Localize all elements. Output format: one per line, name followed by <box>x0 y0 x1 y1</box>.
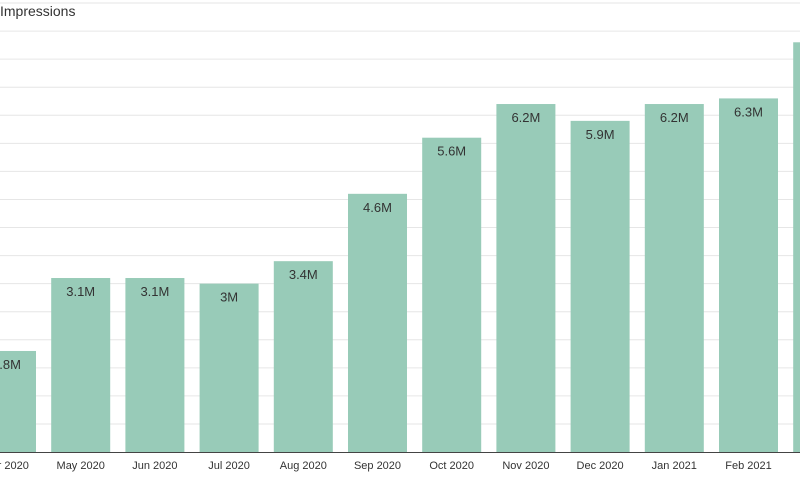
bar-value-label: 6.2M <box>511 110 540 125</box>
x-axis-tick-labels: Apr 2020 May 2020 Jun 2020 Jul 2020 Aug 2020… <box>0 460 800 472</box>
x-tick-label: Jun 2020 <box>132 460 177 472</box>
bar[interactable] <box>125 278 185 452</box>
bar[interactable] <box>51 278 111 452</box>
bar[interactable] <box>273 261 333 452</box>
bar[interactable] <box>199 283 259 452</box>
bar-value-label: 4.6M <box>363 200 392 215</box>
x-tick-label: Nov 2020 <box>502 460 549 472</box>
bar[interactable] <box>644 104 704 453</box>
bar-value-labels: 1.8M 3.1M 3.1M 3M 3.4M 4.6M 5.6M 6.2M 5.9M 6.2M 6.… <box>0 104 763 372</box>
x-tick-label: Feb 2021 <box>725 460 771 472</box>
x-tick-label: Jan 2021 <box>652 460 697 472</box>
bar-value-label: 3.1M <box>66 284 95 299</box>
bar[interactable] <box>793 42 800 452</box>
x-tick-label: Dec 2020 <box>577 460 624 472</box>
x-tick-label: Apr 2020 <box>0 460 29 472</box>
legend-label: Impressions <box>0 3 75 19</box>
x-tick-label: Sep 2020 <box>354 460 401 472</box>
bars <box>0 42 800 453</box>
x-tick-label: Oct 2020 <box>429 460 474 472</box>
bar[interactable] <box>0 350 36 452</box>
bar-value-label: 3.1M <box>140 284 169 299</box>
bar[interactable] <box>570 120 630 453</box>
bar[interactable] <box>496 104 556 453</box>
bar[interactable] <box>422 137 482 452</box>
bar[interactable] <box>348 193 407 452</box>
bar-value-label: 3M <box>220 290 238 305</box>
bar-value-label: 5.9M <box>586 127 615 142</box>
bar-value-label: 3.4M <box>289 267 318 282</box>
bar-value-label: 5.6M <box>437 144 466 159</box>
x-tick-label: May 2020 <box>57 460 105 472</box>
bar-value-label: 6.2M <box>660 110 689 125</box>
bar-value-label: 1.8M <box>0 357 21 372</box>
bar-value-label: 6.3M <box>734 104 763 119</box>
x-tick-label: Jul 2020 <box>208 460 250 472</box>
bar[interactable] <box>719 98 778 452</box>
x-tick-label: Aug 2020 <box>280 460 327 472</box>
